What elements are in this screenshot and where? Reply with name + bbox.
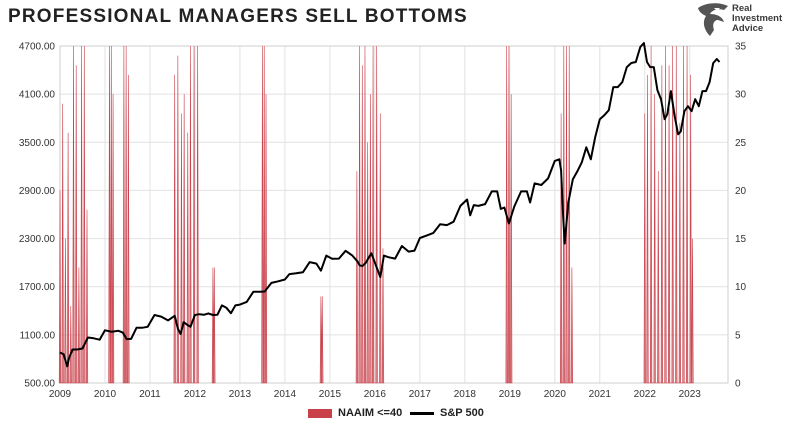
legend-label-naaim: NAAIM <=40 <box>338 407 403 419</box>
sp500-line <box>59 42 721 368</box>
x-tick-label: 2012 <box>184 389 207 400</box>
y-right-tick-label: 0 <box>735 379 741 390</box>
chart-title: PROFESSIONAL MANAGERS SELL BOTTOMS <box>8 6 468 27</box>
legend-swatch-sp500 <box>410 411 434 415</box>
y-left-tick-label: 1100.00 <box>20 330 56 341</box>
x-tick-label: 2020 <box>544 389 567 400</box>
x-tick-label: 2018 <box>454 389 477 400</box>
y-right-tick-label: 15 <box>735 234 747 245</box>
y-right-tick-label: 30 <box>735 90 747 101</box>
eagle-logo-icon <box>698 3 728 36</box>
x-tick-label: 2009 <box>49 389 72 400</box>
plot-frame <box>59 45 729 384</box>
x-tick-label: 2019 <box>499 389 522 400</box>
brand-logo: Real Investment Advice <box>696 2 786 40</box>
naaim-episode-0 <box>58 45 89 384</box>
y-right-tick-label: 10 <box>735 282 747 293</box>
x-tick-label: 2011 <box>139 389 161 400</box>
grid-layer <box>59 45 729 384</box>
naaim-episode-10 <box>643 45 694 384</box>
sp500-line-layer <box>59 42 721 368</box>
brand-line-3: Advice <box>732 23 764 34</box>
y-right-tick-label: 20 <box>735 186 747 197</box>
naaim-episode-7 <box>355 45 385 384</box>
y-left-tick-label: 2300.00 <box>19 234 56 245</box>
brand-line-2: Investment <box>732 13 783 24</box>
legend-label-sp500: S&P 500 <box>440 407 484 419</box>
naaim-episode-3 <box>173 45 199 384</box>
y-right-tick-label: 5 <box>735 330 741 341</box>
legend-item-naaim: NAAIM <=40 <box>308 407 402 419</box>
legend-swatch-naaim <box>308 408 332 418</box>
axis-layer: 500.00 1100.00 1700.00 2300.00 2900.00 3500.0… <box>19 42 747 401</box>
naaim-episode-1 <box>108 45 115 384</box>
chart-legend: NAAIM <=40 S&P 500 <box>0 407 790 427</box>
y-left-tick-label: 500.00 <box>24 379 55 390</box>
naaim-episode-6 <box>319 296 324 384</box>
y-left-tick-label: 4100.00 <box>19 90 56 101</box>
brand-line-1: Real <box>732 3 753 14</box>
brand-name: Real Investment Advice <box>732 4 782 34</box>
legend-item-sp500: S&P 500 <box>410 407 484 419</box>
y-right-tick-label: 25 <box>735 138 747 149</box>
y-right-tick-label: 35 <box>735 42 747 53</box>
naaim-episode-4 <box>211 267 216 384</box>
x-tick-label: 2013 <box>229 389 252 400</box>
x-tick-label: 2010 <box>94 389 117 400</box>
x-tick-label: 2015 <box>319 389 342 400</box>
x-tick-label: 2022 <box>634 389 657 400</box>
chart-canvas: 500.00 1100.00 1700.00 2300.00 2900.00 3500.0… <box>19 42 747 401</box>
x-tick-label: 2021 <box>589 389 612 400</box>
y-left-tick-label: 1700.00 <box>19 282 56 293</box>
naaim-area-layer <box>58 45 694 384</box>
x-tick-label: 2014 <box>274 389 297 400</box>
naaim-episode-5 <box>261 45 268 384</box>
y-left-tick-label: 3500.00 <box>19 138 56 149</box>
x-tick-label: 2016 <box>364 389 387 400</box>
x-tick-label: 2023 <box>679 389 702 400</box>
naaim-episode-2 <box>122 45 130 384</box>
y-left-tick-label: 4700.00 <box>19 42 56 53</box>
x-tick-label: 2017 <box>409 389 432 400</box>
y-left-tick-label: 2900.00 <box>19 186 56 197</box>
